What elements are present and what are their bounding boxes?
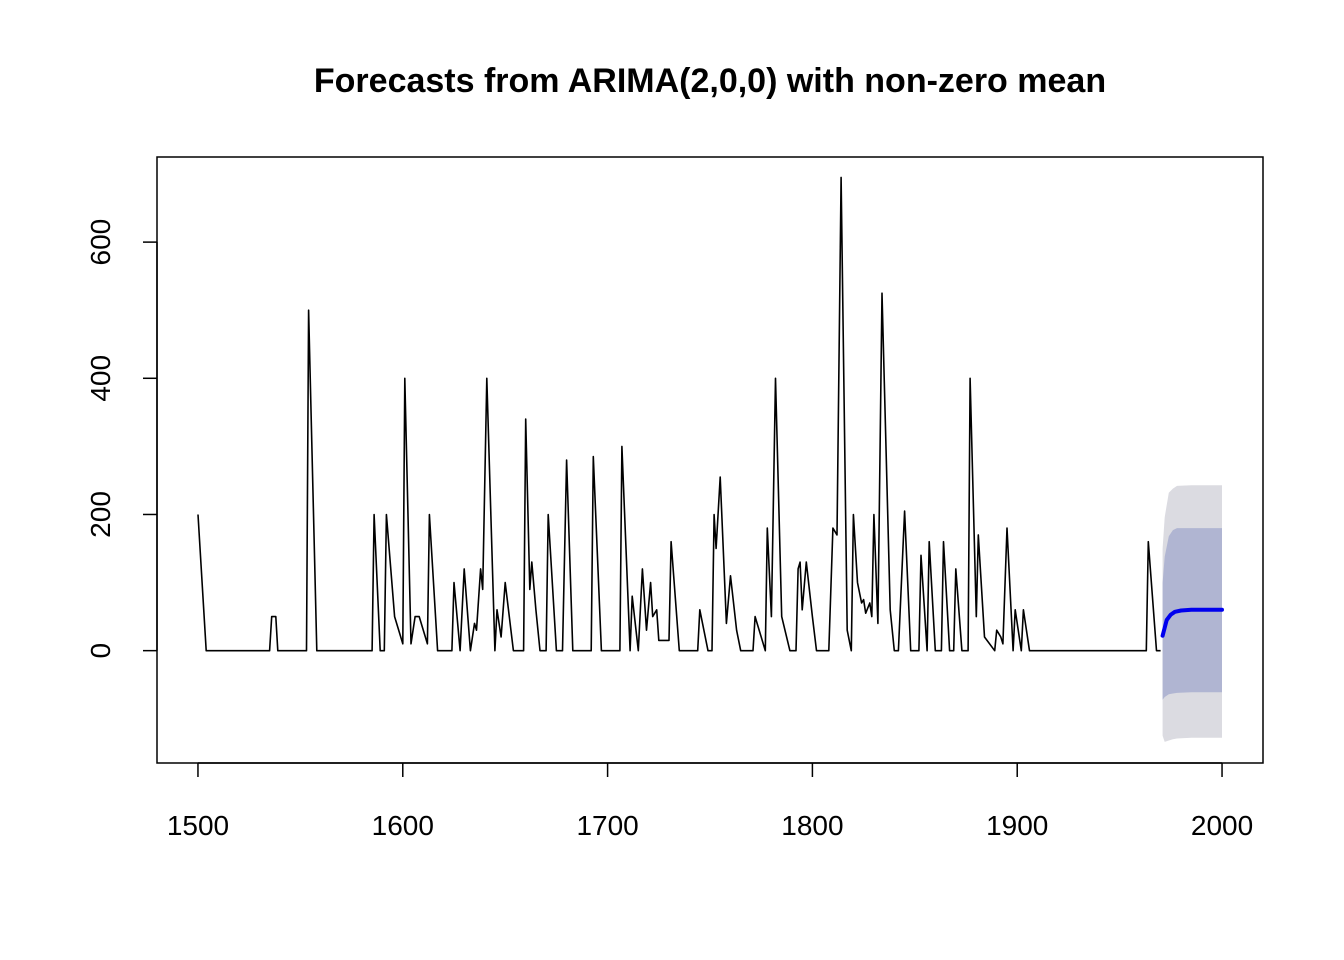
interval-band-80: [1162, 528, 1222, 700]
observed-series-line: [197, 176, 1161, 652]
y-tick-label: 0: [85, 643, 116, 659]
x-tick-label: 1800: [781, 810, 843, 841]
prediction-intervals: [1162, 485, 1222, 742]
y-tick-label: 200: [85, 491, 116, 538]
x-axis: 1500 1600 1700 1800 1900 2000: [167, 762, 1253, 841]
chart-title: Forecasts from ARIMA(2,0,0) with non-zer…: [314, 62, 1106, 100]
x-tick-label: 2000: [1191, 810, 1253, 841]
series-lines: [197, 176, 1224, 652]
forecast-mean-line: [1160, 607, 1224, 638]
y-tick-label: 400: [85, 355, 116, 402]
plot-frame: [156, 156, 1264, 764]
x-tick-label: 1700: [576, 810, 638, 841]
x-tick-label: 1900: [986, 810, 1048, 841]
x-tick-label: 1500: [167, 810, 229, 841]
y-tick-label: 600: [85, 219, 116, 266]
y-axis: 0 200 400 600: [85, 219, 158, 659]
x-tick-label: 1600: [372, 810, 434, 841]
